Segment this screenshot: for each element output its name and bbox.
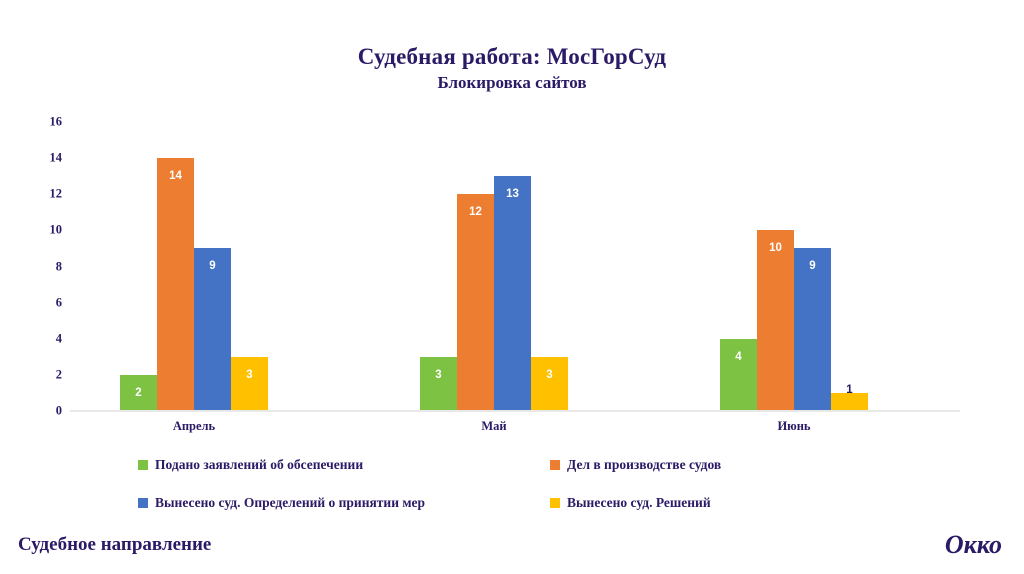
bar[interactable] (157, 158, 194, 411)
bar-value-label: 4 (735, 350, 742, 363)
y-axis-tick: 14 (49, 150, 63, 165)
bar[interactable] (757, 230, 794, 411)
y-axis-tick: 2 (55, 367, 62, 382)
chart-title: Судебная работа: МосГорСуд (357, 44, 667, 69)
bar-value-label: 13 (506, 188, 519, 201)
bar-value-label: 3 (435, 368, 442, 381)
x-axis-category-label: Май (481, 419, 507, 433)
bar-value-label: 9 (809, 260, 816, 273)
bar-value-label: 3 (246, 368, 253, 381)
bar-value-label: 9 (209, 260, 216, 273)
legend-swatch-icon-0 (138, 459, 148, 470)
bar-group: 2 14 9 3 (120, 122, 268, 411)
legend-label-1: Дел в производстве судов (567, 457, 722, 472)
legend-label-2: Вынесено суд. Определений о принятии мер (155, 495, 426, 510)
bar[interactable] (531, 356, 568, 411)
bar[interactable] (794, 248, 831, 411)
chart-legend: Подано заявлений об обсепечении Дел в пр… (138, 458, 898, 518)
y-axis-tick: 12 (49, 186, 63, 201)
y-axis-tick: 16 (49, 114, 63, 129)
plot-area: 2 14 9 3 3 12 13 3 4 10 9 1 (70, 122, 960, 411)
bar-value-label: 3 (546, 368, 553, 381)
bar-value-label: 14 (169, 170, 182, 183)
y-axis-tick: 8 (55, 259, 62, 273)
footer-section-title: Судебное направление (18, 534, 212, 555)
bar-value-label: 12 (469, 206, 482, 219)
legend-label-0: Подано заявлений об обсепечении (155, 457, 364, 472)
bar-value-label: 1 (846, 383, 853, 396)
bar-group: 3 12 13 3 (420, 122, 568, 411)
x-axis-baseline (70, 410, 960, 412)
chart-subtitle: Блокировка сайтов (437, 73, 587, 93)
legend-item-0[interactable]: Подано заявлений об обсепечении (138, 458, 363, 472)
legend-item-3[interactable]: Вынесено суд. Решений (550, 496, 711, 510)
title-block: Судебная работа: МосГорСуд Блокировка са… (0, 44, 1024, 93)
legend-swatch-icon-1 (550, 459, 560, 470)
y-axis-tick: 4 (55, 331, 62, 346)
y-axis: 0 2 4 6 8 10 12 14 16 (0, 115, 63, 418)
bar[interactable] (457, 194, 494, 411)
y-axis-tick: 10 (49, 222, 63, 237)
legend-label-3: Вынесено суд. Решений (567, 495, 711, 510)
y-axis-tick: 6 (55, 295, 62, 310)
bar[interactable] (831, 392, 868, 411)
legend-swatch-icon-3 (550, 497, 560, 508)
bar[interactable] (120, 374, 157, 411)
bar[interactable] (494, 176, 531, 411)
bar-value-label: 10 (769, 242, 782, 255)
x-axis-category-label: Апрель (172, 419, 216, 433)
x-axis-category-label: Июнь (777, 419, 811, 433)
legend-swatch-icon-2 (138, 497, 148, 508)
bar-value-label: 2 (135, 386, 142, 399)
legend-item-1[interactable]: Дел в производстве судов (550, 458, 721, 472)
bar[interactable] (720, 338, 757, 411)
bar-group: 4 10 9 1 (720, 122, 868, 411)
legend-item-2[interactable]: Вынесено суд. Определений о принятии мер (138, 496, 425, 510)
bar[interactable] (194, 248, 231, 411)
bar[interactable] (231, 356, 268, 411)
y-axis-tick: 0 (55, 403, 62, 418)
bar[interactable] (420, 356, 457, 411)
brand-logo: Окко (944, 530, 1002, 559)
